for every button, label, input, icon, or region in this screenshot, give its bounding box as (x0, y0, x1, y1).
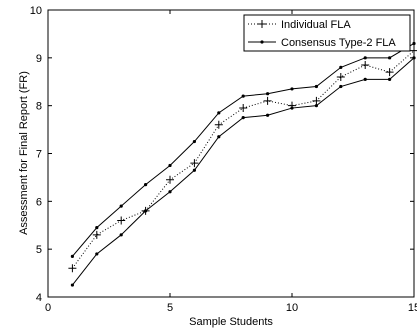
x-axis-label: Sample Students (189, 316, 273, 328)
consensus-upper-point (192, 139, 196, 144)
consensus-lower-point (192, 168, 196, 172)
y-tick-label: 6 (36, 196, 42, 208)
consensus-upper-point (266, 92, 270, 96)
legend-plus-marker (258, 20, 266, 28)
y-axis-label: Assessment for Final Report (FR) (18, 71, 30, 235)
y-tick-label: 5 (36, 244, 42, 256)
consensus-lower-point (266, 113, 270, 117)
consensus-lower-point (70, 283, 74, 287)
consensus-lower-point (119, 233, 123, 237)
consensus-upper-point (95, 226, 99, 230)
x-tick-label: 0 (45, 302, 51, 314)
consensus-upper-point (144, 182, 148, 187)
consensus-lower-point (241, 116, 245, 120)
legend-label-individual: Individual FLA (281, 19, 351, 31)
y-tick-label: 10 (30, 5, 42, 17)
consensus-upper-point (70, 254, 74, 258)
consensus-upper-point (363, 56, 367, 60)
individual-point (312, 96, 321, 105)
x-tick-label: 15 (408, 302, 417, 314)
consensus-lower-point (412, 56, 416, 60)
consensus-upper-point (168, 163, 172, 168)
individual-point (141, 206, 150, 215)
consensus-lower-point (217, 135, 221, 139)
individual-point (68, 264, 77, 273)
consensus-upper-point (241, 94, 245, 98)
consensus-lower-point (363, 77, 367, 81)
legend-label-consensus: Consensus Type-2 FLA (281, 37, 396, 49)
legend-box (243, 14, 411, 52)
individual-point (92, 230, 101, 239)
individual-point (288, 101, 296, 110)
consensus-lower-point (95, 252, 99, 256)
x-tick-label: 5 (167, 302, 173, 314)
consensus-lower-point (339, 84, 343, 89)
series-layer (68, 41, 417, 287)
consensus-upper-point (217, 111, 221, 115)
consensus-upper-point (119, 204, 123, 208)
consensus-upper-point (388, 56, 392, 60)
consensus-lower-point (314, 104, 318, 108)
consensus-lower-point (388, 77, 392, 81)
individual-point (190, 159, 199, 168)
individual-point (214, 120, 223, 129)
plot-area (47, 9, 415, 298)
individual-point (361, 61, 370, 70)
consensus-upper-point (339, 65, 343, 69)
y-tick-label: 8 (36, 101, 42, 113)
ticks-group: 0 5 10 15 4 5 6 7 8 9 10 (30, 5, 417, 314)
consensus-upper-point (314, 84, 318, 89)
individual-point (336, 72, 345, 81)
individual-point (263, 96, 272, 105)
legend: Individual FLA Consensus Type-2 FLA (243, 14, 411, 52)
consensus-lower-point (168, 190, 172, 194)
legend-dot-marker (260, 40, 264, 44)
individual-point (166, 175, 174, 184)
consensus-upper-point (412, 41, 416, 46)
y-tick-label: 9 (36, 53, 42, 65)
individual-point (385, 68, 394, 77)
individual-point (117, 216, 126, 225)
y-tick-label: 4 (36, 292, 42, 304)
individual-point (239, 104, 248, 113)
y-tick-label: 7 (36, 149, 42, 161)
x-tick-label: 10 (286, 302, 298, 314)
consensus-upper-point (290, 87, 294, 91)
